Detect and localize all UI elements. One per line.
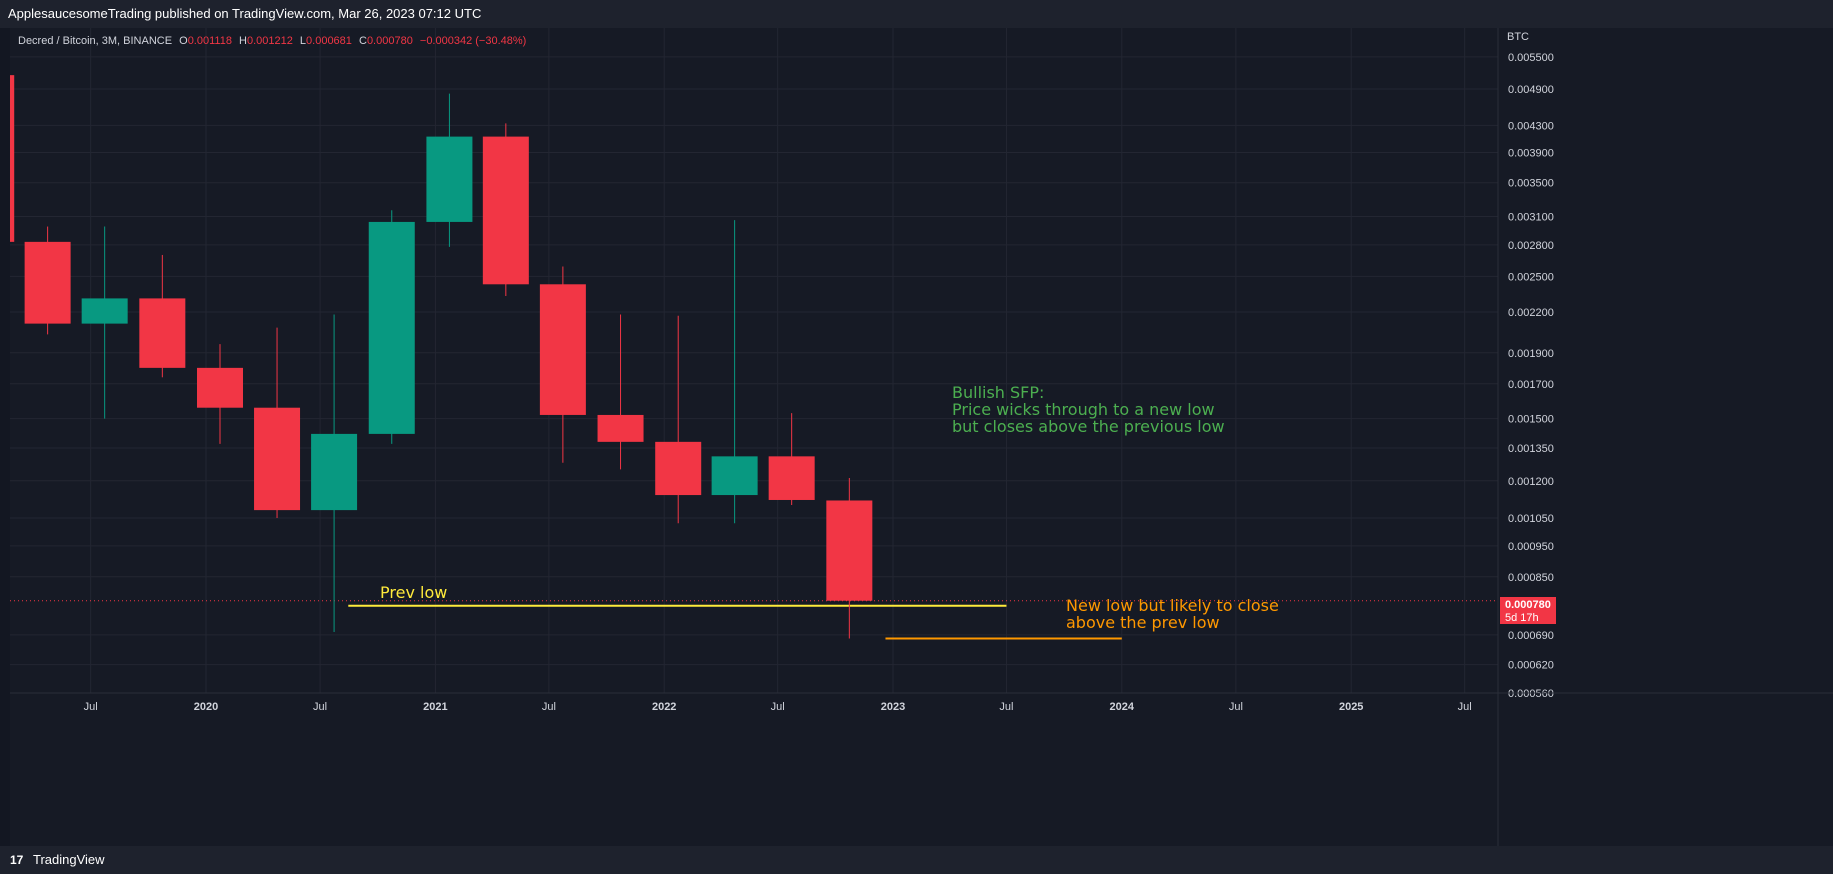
x-tick-label: Jul <box>1458 701 1472 713</box>
symbol-legend: Decred / Bitcoin, 3M, BINANCE O0.001118 … <box>18 35 526 47</box>
candle-body <box>711 456 758 496</box>
candle-body <box>768 456 815 500</box>
candles <box>10 75 873 639</box>
y-tick-label: 0.003900 <box>1508 148 1554 160</box>
candle-body <box>139 298 186 368</box>
candle-body <box>368 221 415 434</box>
candle-body <box>597 414 644 442</box>
x-tick-label: Jul <box>1229 701 1243 713</box>
footer-bar: 17 TradingView <box>0 846 1833 874</box>
sfp-label-line2: Price wicks through to a new low <box>952 400 1215 419</box>
close-label: C <box>358 35 367 47</box>
sfp-label-line3: but closes above the previous low <box>952 417 1225 436</box>
open-value: 0.001118 <box>187 35 232 47</box>
y-tick-label: 0.001500 <box>1508 414 1554 426</box>
candlestick-chart[interactable]: BTC 0.005500 0.004900 0.004300 0.003900 0.00… <box>10 28 1833 846</box>
current-price-tag: 0.000780 5d 17h <box>1500 597 1556 624</box>
x-tick-label: Jul <box>313 701 327 713</box>
y-tick-label: 0.002500 <box>1508 271 1554 283</box>
x-tick-label: 2023 <box>881 701 905 713</box>
grid-lines <box>10 28 1498 694</box>
currency-label: BTC <box>1507 31 1529 43</box>
candle-body <box>10 75 15 242</box>
y-tick-label: 0.002800 <box>1508 240 1554 252</box>
y-tick-label: 0.001900 <box>1508 348 1554 360</box>
y-tick-label: 0.000850 <box>1508 572 1554 584</box>
candle-body <box>24 241 71 324</box>
high-label: H <box>239 35 247 47</box>
change-value: −0.000342 (−30.48%) <box>419 35 527 47</box>
chart-area[interactable]: BTC 0.005500 0.004900 0.004300 0.003900 0.00… <box>10 28 1833 846</box>
close-value: 0.000780 <box>366 35 413 47</box>
x-tick-label: Jul <box>999 701 1013 713</box>
current-price-value: 0.000780 <box>1505 599 1551 611</box>
published-text: ApplesaucesomeTrading published on Tradi… <box>8 6 482 21</box>
y-tick-label: 0.003500 <box>1508 178 1554 190</box>
sfp-label-line1: Bullish SFP: <box>952 383 1044 402</box>
x-tick-label: Jul <box>771 701 785 713</box>
new-low-label-line2: above the prev low <box>1066 613 1220 632</box>
y-tick-label: 0.000560 <box>1508 688 1554 700</box>
y-tick-label: 0.000690 <box>1508 630 1554 642</box>
candle-body <box>539 284 586 415</box>
candle-body <box>426 136 473 222</box>
annotation-text: Prev low New low but likely to close abo… <box>380 383 1279 632</box>
axes: BTC 0.005500 0.004900 0.004300 0.003900 0.00… <box>10 28 1833 846</box>
candle-body <box>81 298 128 324</box>
open-label: O <box>179 35 188 47</box>
current-price-tag-bg <box>1500 597 1556 624</box>
y-tick-label: 0.001200 <box>1508 476 1554 488</box>
annotation-lines <box>348 604 1122 640</box>
tradingview-brand[interactable]: TradingView <box>33 852 105 867</box>
low-label: L <box>299 35 307 47</box>
x-tick-label: 2021 <box>423 701 447 713</box>
new-low-label-line1: New low but likely to close <box>1066 596 1279 615</box>
candle-body <box>826 500 873 601</box>
x-tick-label: 2022 <box>652 701 676 713</box>
candle-body <box>254 407 301 511</box>
current-price-countdown: 5d 17h <box>1505 612 1539 624</box>
x-tick-label: 2025 <box>1339 701 1363 713</box>
high-value: 0.001212 <box>246 35 293 47</box>
y-tick-label: 0.004900 <box>1508 84 1554 96</box>
low-value: 0.000681 <box>306 35 352 47</box>
y-tick-label: 0.001050 <box>1508 513 1554 525</box>
symbol-name: Decred / Bitcoin, 3M, BINANCE <box>18 35 173 47</box>
tradingview-logo-icon[interactable]: 17 <box>10 853 24 867</box>
publisher-bar: ApplesaucesomeTrading published on Tradi… <box>0 0 1833 28</box>
y-tick-label: 0.001700 <box>1508 379 1554 391</box>
y-tick-label: 0.005500 <box>1508 52 1554 64</box>
x-tick-label: Jul <box>84 701 98 713</box>
candle-body <box>655 441 702 496</box>
x-tick-label: Jul <box>542 701 556 713</box>
candle-body <box>311 433 358 511</box>
candle-body <box>482 136 529 285</box>
x-tick-label: 2020 <box>194 701 218 713</box>
y-tick-label: 0.004300 <box>1508 120 1554 132</box>
y-tick-label: 0.001350 <box>1508 443 1554 455</box>
y-tick-label: 0.000620 <box>1508 660 1554 672</box>
prev-low-label: Prev low <box>380 583 447 602</box>
x-tick-label: 2024 <box>1110 701 1135 713</box>
y-tick-label: 0.000950 <box>1508 541 1554 553</box>
y-tick-label: 0.003100 <box>1508 211 1554 223</box>
y-tick-label: 0.002200 <box>1508 307 1554 319</box>
candle-body <box>197 367 243 408</box>
